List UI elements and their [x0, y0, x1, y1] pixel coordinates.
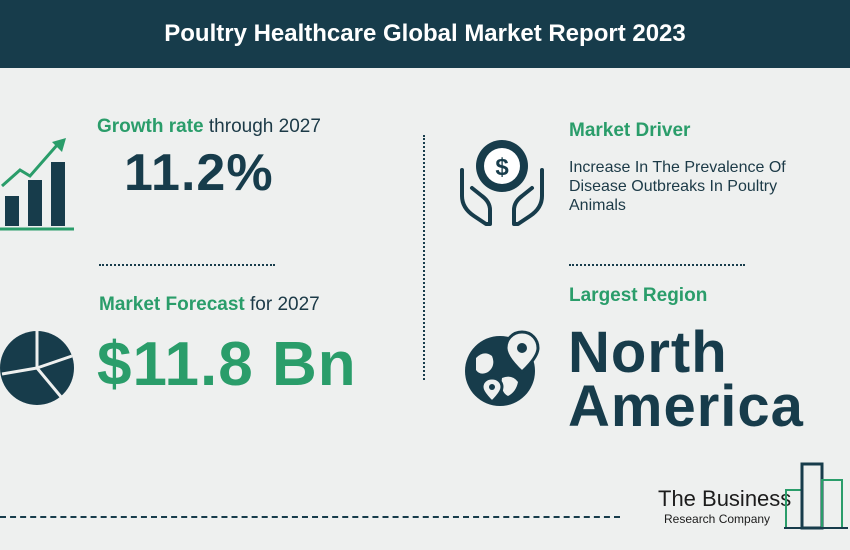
company-logo: The Business Research Company — [658, 486, 791, 526]
bar-chart-growth-icon — [0, 138, 74, 231]
report-title: Poultry Healthcare Global Market Report … — [164, 20, 686, 47]
logo-sub-text: Research Company — [664, 512, 771, 526]
pie-chart-icon — [0, 330, 74, 405]
globe-pin-icon — [465, 330, 540, 406]
region-line-1: North — [568, 320, 728, 385]
divider-right — [569, 264, 745, 266]
buildings-logo-icon — [784, 462, 848, 530]
driver-label: Market Driver — [569, 120, 691, 141]
logo-main-text: The Business — [658, 486, 792, 511]
divider-left — [99, 264, 275, 266]
divider-vertical — [423, 135, 425, 380]
region-label: Largest Region — [569, 285, 708, 306]
forecast-label-bold: Market Forecast — [99, 294, 245, 315]
growth-rate-value: 11.2% — [124, 144, 274, 202]
region-line-2: America — [568, 374, 804, 439]
growth-label-bold: Growth rate — [97, 116, 204, 137]
growth-label-light: through 2027 — [203, 116, 321, 137]
svg-text:$: $ — [495, 154, 509, 181]
forecast-label: Market Forecast for 2027 — [99, 294, 320, 316]
driver-text: Increase In The Prevalence Of Disease Ou… — [569, 159, 786, 214]
forecast-value: $11.8 Bn — [97, 330, 357, 399]
hands-dollar-icon: $ — [460, 140, 544, 226]
forecast-label-light: for 2027 — [244, 294, 320, 315]
growth-label: Growth rate through 2027 — [97, 116, 321, 138]
bottom-dashed-line — [0, 516, 620, 518]
report-header: Poultry Healthcare Global Market Report … — [0, 0, 850, 68]
